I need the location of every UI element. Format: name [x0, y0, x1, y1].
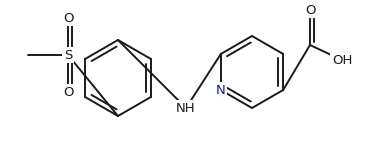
- Text: O: O: [63, 86, 73, 98]
- Text: OH: OH: [332, 54, 352, 66]
- Text: N: N: [216, 83, 226, 96]
- Text: NH: NH: [176, 101, 196, 115]
- Text: S: S: [64, 49, 72, 61]
- Text: O: O: [63, 11, 73, 25]
- Text: O: O: [305, 4, 315, 16]
